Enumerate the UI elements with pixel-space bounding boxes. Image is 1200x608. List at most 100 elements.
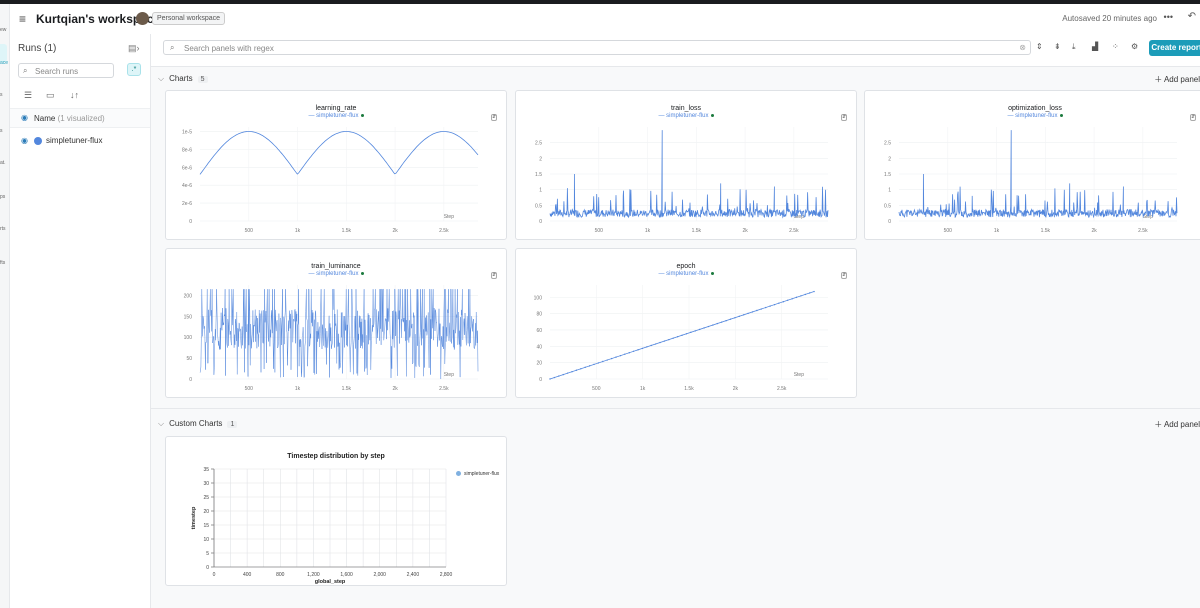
rail-item[interactable]: rts — [0, 226, 6, 232]
panel-menu-icon[interactable]: ⇵ — [491, 114, 497, 121]
workspace-title[interactable]: Kurtqian's workspace — [36, 12, 161, 26]
add-panel-button[interactable]: ＋ Add panel — [1154, 75, 1200, 84]
x-axis-label: Step — [1143, 214, 1154, 220]
gear-icon[interactable]: ⚙ — [1131, 42, 1139, 51]
data-point — [593, 363, 595, 366]
rail-item[interactable]: ps — [0, 194, 6, 200]
rail-item[interactable]: ace — [0, 60, 9, 66]
x-axis-label: Step — [444, 214, 455, 220]
rail-item[interactable]: fts — [0, 260, 6, 266]
panel-menu-icon[interactable]: ⇵ — [1190, 114, 1196, 121]
data-point — [734, 317, 736, 319]
avatar[interactable] — [136, 12, 149, 25]
data-point — [778, 302, 780, 304]
rail-item[interactable]: at. — [0, 160, 6, 166]
x-tick-label: 2.5k — [1138, 228, 1148, 234]
y-tick-label: 8e-6 — [182, 147, 192, 153]
panel-legend: — simpletuner-flux — [516, 113, 856, 119]
y-tick-label: 40 — [536, 344, 542, 350]
download-icon[interactable]: ⤓ — [1072, 42, 1076, 51]
legend-run-name: simpletuner-flux — [666, 113, 709, 119]
chevron-down-icon[interactable]: ⌵ — [158, 74, 165, 83]
x-tick-label: 500 — [592, 386, 601, 392]
train-luminance-chart[interactable]: 0 50 100 150 200 500 1k 1.5k 2k 2.5k Step — [166, 249, 508, 399]
panel-timestep-distribution[interactable]: Timestep distribution by step simpletune… — [165, 436, 507, 586]
eye-icon[interactable]: ◉ — [21, 136, 28, 145]
y-tick-label: 0.5 — [884, 203, 891, 209]
panel-menu-icon[interactable]: ⇵ — [841, 114, 847, 121]
data-point — [615, 356, 617, 358]
data-point — [659, 341, 661, 344]
panel-legend: — simpletuner-flux — [865, 113, 1200, 119]
group-icon[interactable]: ▭ — [46, 90, 55, 100]
data-point — [760, 308, 762, 310]
regex-toggle[interactable]: .* — [127, 63, 141, 76]
bar-chart-icon[interactable]: ▟ — [1092, 42, 1099, 51]
train-loss-chart[interactable]: 0 0.5 1 1.5 2 2.5 500 1k 1.5k 2k 2.5k Step — [516, 91, 858, 241]
charts-section-header[interactable]: ⌵ Charts 5 — [158, 74, 208, 84]
legend-run-name: simpletuner-flux — [464, 471, 500, 477]
data-point — [580, 368, 582, 370]
filter-icon[interactable]: ☰ — [24, 90, 33, 100]
x-tick-label: 1.5k — [684, 386, 694, 392]
x-tick-label: 500 — [944, 228, 953, 234]
legend-dot — [710, 271, 714, 275]
data-point — [729, 318, 732, 320]
timestep-scatter-chart[interactable]: 0 5 10 15 20 25 30 35 0 400 800 1,200 1,600 2,000 2,40… — [166, 437, 508, 587]
name-text: Name — [34, 114, 56, 123]
run-color-dot[interactable] — [34, 137, 42, 145]
data-point — [795, 296, 798, 299]
y-tick-label: 150 — [184, 314, 193, 320]
panel-train-loss[interactable]: train_loss — simpletuner-flux ⇵ 0 0.5 1 1.5… — [515, 90, 857, 240]
sort-icon[interactable]: ↓↑ — [70, 90, 79, 100]
data-point — [624, 353, 626, 355]
undo-icon[interactable]: ↶ — [1187, 11, 1196, 22]
scatter-icon[interactable]: ⁘ — [1112, 42, 1119, 51]
epoch-chart[interactable]: 0 20 40 60 80 100 500 1k 1.5k 2k 2.5k Step — [516, 249, 858, 399]
data-point — [764, 306, 767, 309]
run-row[interactable]: ◉ simpletuner-flux — [10, 134, 150, 150]
chevron-down-icon[interactable]: ⌵ — [158, 419, 165, 428]
rail-item[interactable]: ew — [0, 27, 7, 33]
panel-train-luminance[interactable]: train_luminance — simpletuner-flux ⇵ 0 50… — [165, 248, 507, 398]
eye-icon[interactable]: ◉ — [21, 113, 28, 122]
y-tick-label: 20 — [203, 509, 209, 515]
y-tick-label: 0 — [539, 219, 542, 225]
autosave-status: Autosaved 20 minutes ago — [1062, 14, 1157, 23]
rail-item[interactable]: s — [0, 92, 3, 98]
add-panel-button[interactable]: ＋ Add panel — [1154, 420, 1200, 429]
rail-item[interactable]: s — [0, 128, 3, 134]
left-nav-rail: ew ace s s at. ps rts fts — [0, 4, 10, 608]
workspace-badge[interactable]: Personal workspace — [152, 12, 226, 25]
y-tick-label: 200 — [184, 293, 193, 299]
menu-icon[interactable]: ≡ — [19, 12, 27, 26]
panel-menu-icon[interactable]: ⇵ — [841, 272, 847, 279]
search-runs-input[interactable]: ⌕ Search runs — [18, 63, 114, 78]
x-tick-label: 2k — [742, 228, 748, 234]
run-name[interactable]: simpletuner-flux — [46, 136, 103, 145]
table-view-icon[interactable]: ▤› — [128, 43, 140, 53]
optimization-loss-chart[interactable]: 0 0.5 1 1.5 2 2.5 500 1k 1.5k 2k 2.5k Step — [865, 91, 1200, 241]
learning-rate-chart[interactable]: 0 2e-6 4e-6 6e-6 8e-6 1e-5 500 1k 1.5k 2k 2.5k Step — [166, 91, 508, 241]
data-point — [610, 357, 613, 360]
create-report-button[interactable]: Create report — [1149, 40, 1200, 56]
panel-optimization-loss[interactable]: optimization_loss — simpletuner-flux ⇵ 0… — [864, 90, 1200, 240]
collapse-icon[interactable]: ⇟ — [1054, 42, 1061, 51]
panel-epoch[interactable]: epoch — simpletuner-flux ⇵ 0 20 40 60 80 100 5… — [515, 248, 857, 398]
charts-section: ⌵ Charts 5 ＋ Add panel learning_rate — sim… — [151, 66, 1200, 408]
search-panels-input[interactable]: ⌕ Search panels with regex ⊗ — [163, 40, 1031, 55]
legend-dot — [456, 471, 461, 477]
expand-icon[interactable]: ⇕ — [1036, 42, 1043, 51]
clear-icon[interactable]: ⊗ — [1019, 43, 1026, 52]
name-label: Name (1 visualized) — [34, 114, 105, 123]
data-point — [690, 331, 692, 334]
panel-title: learning_rate — [315, 105, 357, 112]
name-column-header[interactable]: ◉ Name (1 visualized) — [10, 108, 150, 128]
data-point — [672, 337, 674, 339]
panel-learning-rate[interactable]: learning_rate — simpletuner-flux ⇵ 0 2e-6… — [165, 90, 507, 240]
panel-menu-icon[interactable]: ⇵ — [491, 272, 497, 279]
x-tick-label: 1,200 — [307, 572, 320, 578]
chart-axes: 0 0.5 1 1.5 2 2.5 500 1k 1.5k 2k 2.5k Step — [535, 127, 828, 234]
custom-charts-header[interactable]: ⌵ Custom Charts 1 — [158, 419, 238, 429]
more-options-icon[interactable]: ••• — [1163, 12, 1173, 22]
